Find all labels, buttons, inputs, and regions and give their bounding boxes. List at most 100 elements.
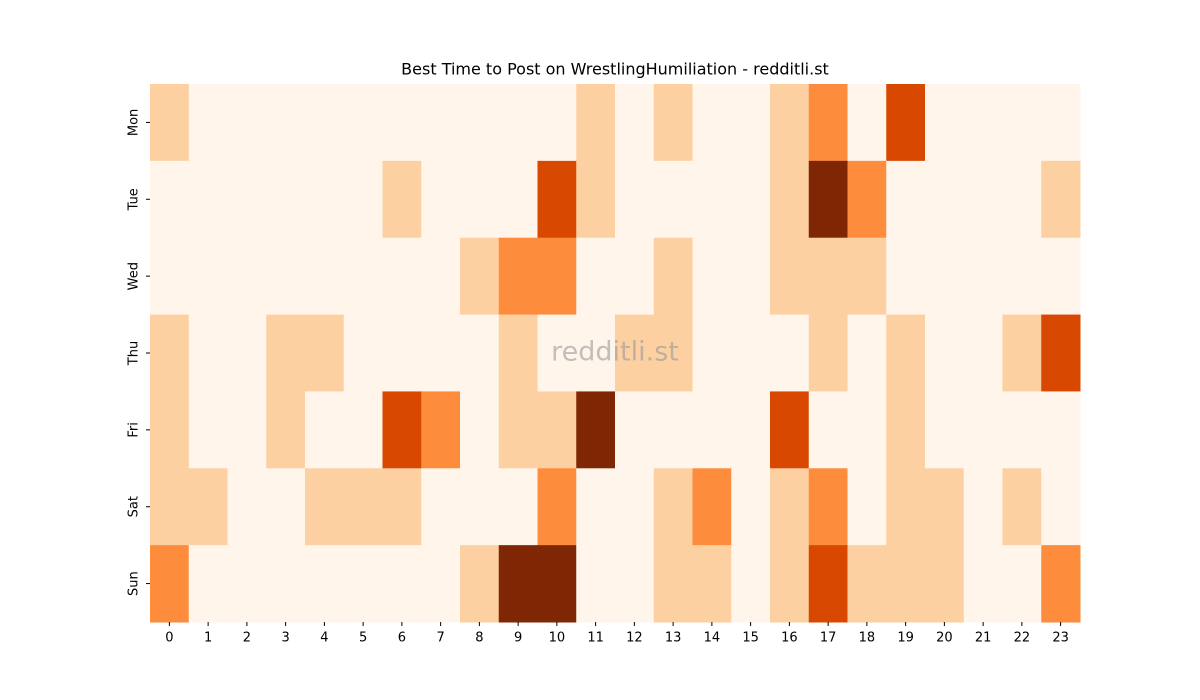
x-tick-label: 18 bbox=[859, 631, 876, 646]
heatmap-cell bbox=[692, 84, 732, 162]
y-tick-label: Tue bbox=[127, 188, 142, 211]
heatmap-cell bbox=[615, 468, 655, 546]
heatmap-cell bbox=[266, 314, 306, 392]
heatmap-cell bbox=[731, 468, 771, 546]
heatmap-cell bbox=[847, 545, 887, 623]
heatmap-cell bbox=[847, 237, 887, 316]
heatmap-cell bbox=[421, 237, 461, 316]
axes: 0 1 2 3 4 5 6 7 8 9 10 11 12 13 14 15 16 17 18 19 20 21 22 23Mo… bbox=[127, 109, 1069, 646]
heatmap-cell bbox=[886, 391, 926, 469]
heatmap-cell bbox=[847, 468, 887, 546]
x-tick-label: 2 bbox=[243, 631, 251, 646]
heatmap-cell bbox=[886, 237, 926, 316]
x-tick-label: 10 bbox=[549, 631, 566, 646]
heatmap-cell bbox=[150, 237, 190, 316]
heatmap-cell bbox=[770, 84, 810, 162]
heatmap-cell bbox=[576, 545, 616, 623]
x-tick-label: 22 bbox=[1014, 631, 1031, 646]
x-tick-label: 1 bbox=[204, 631, 212, 646]
heatmap-cell bbox=[847, 391, 887, 469]
heatmap-cell bbox=[963, 545, 1003, 623]
heatmap-cell bbox=[925, 160, 965, 239]
heatmap-cell bbox=[537, 391, 577, 469]
x-tick-label: 19 bbox=[897, 631, 914, 646]
heatmap-cell bbox=[343, 237, 383, 316]
heatmap-cell bbox=[653, 391, 693, 469]
heatmap-cell bbox=[537, 314, 577, 392]
heatmap-cell bbox=[150, 391, 190, 469]
heatmap-cell bbox=[576, 468, 616, 546]
heatmap-cell bbox=[150, 545, 190, 623]
heatmap-cell bbox=[382, 391, 422, 469]
heatmap-cell bbox=[1041, 237, 1081, 316]
heatmap-cell bbox=[576, 84, 616, 162]
heatmap-cell bbox=[925, 468, 965, 546]
heatmap-cell bbox=[305, 84, 345, 162]
heatmap-cell bbox=[382, 237, 422, 316]
heatmap-cell bbox=[382, 314, 422, 392]
heatmap-cell bbox=[537, 84, 577, 162]
heatmap-cell bbox=[615, 391, 655, 469]
heatmap-cell bbox=[576, 237, 616, 316]
heatmap-cell bbox=[653, 237, 693, 316]
watermark: redditli.st bbox=[551, 337, 679, 368]
heatmap-cell bbox=[305, 237, 345, 316]
heatmap-cell bbox=[305, 545, 345, 623]
heatmap-cell bbox=[460, 160, 500, 239]
heatmap-cell bbox=[808, 84, 848, 162]
heatmap-cell bbox=[188, 237, 228, 316]
heatmap-cell bbox=[886, 160, 926, 239]
heatmap-cell bbox=[847, 160, 887, 239]
heatmap-cell bbox=[808, 314, 848, 392]
heatmap-cell bbox=[615, 314, 655, 392]
heatmap-cell bbox=[770, 314, 810, 392]
heatmap-cell bbox=[808, 237, 848, 316]
heatmap-cell bbox=[808, 545, 848, 623]
heatmap-cell bbox=[1002, 545, 1042, 623]
heatmap-cell bbox=[188, 468, 228, 546]
heatmap-cell bbox=[731, 314, 771, 392]
heatmap-cell bbox=[653, 314, 693, 392]
heatmap-cell bbox=[1041, 314, 1081, 392]
x-tick-label: 13 bbox=[665, 631, 682, 646]
heatmap-cell bbox=[1002, 314, 1042, 392]
heatmap-cell bbox=[963, 314, 1003, 392]
heatmap-cell bbox=[460, 468, 500, 546]
heatmap-cell bbox=[421, 545, 461, 623]
heatmap-cell bbox=[227, 545, 267, 623]
heatmap-cell bbox=[421, 84, 461, 162]
heatmap-cell bbox=[847, 84, 887, 162]
heatmap-cell bbox=[382, 468, 422, 546]
heatmap-cell bbox=[886, 468, 926, 546]
x-tick-label: 8 bbox=[475, 631, 483, 646]
heatmap-cell bbox=[227, 84, 267, 162]
heatmap-cell bbox=[1002, 391, 1042, 469]
heatmap-cell bbox=[963, 468, 1003, 546]
heatmap-cell bbox=[266, 84, 306, 162]
x-tick-label: 15 bbox=[742, 631, 759, 646]
heatmap-cell bbox=[770, 468, 810, 546]
heatmap-cell bbox=[653, 468, 693, 546]
heatmap-cell bbox=[1041, 160, 1081, 239]
heatmap-cell bbox=[1002, 468, 1042, 546]
heatmap-cell bbox=[343, 468, 383, 546]
heatmap-cell bbox=[305, 468, 345, 546]
heatmap-cell bbox=[460, 391, 500, 469]
x-tick-label: 6 bbox=[398, 631, 406, 646]
heatmap-cell bbox=[886, 545, 926, 623]
y-tick-label: Fri bbox=[127, 422, 142, 438]
heatmap-cell bbox=[460, 84, 500, 162]
heatmap-cell bbox=[498, 314, 538, 392]
heatmap-cell bbox=[731, 84, 771, 162]
x-tick-label: 14 bbox=[704, 631, 721, 646]
heatmap-cell bbox=[963, 391, 1003, 469]
x-tick-label: 4 bbox=[320, 631, 328, 646]
heatmap-cell bbox=[150, 84, 190, 162]
heatmap-cell bbox=[537, 468, 577, 546]
heatmap-cell bbox=[537, 237, 577, 316]
heatmap-cell bbox=[1002, 237, 1042, 316]
heatmap-cell bbox=[188, 84, 228, 162]
heatmap-cell bbox=[498, 84, 538, 162]
heatmap-cell bbox=[808, 468, 848, 546]
x-tick-label: 9 bbox=[514, 631, 522, 646]
